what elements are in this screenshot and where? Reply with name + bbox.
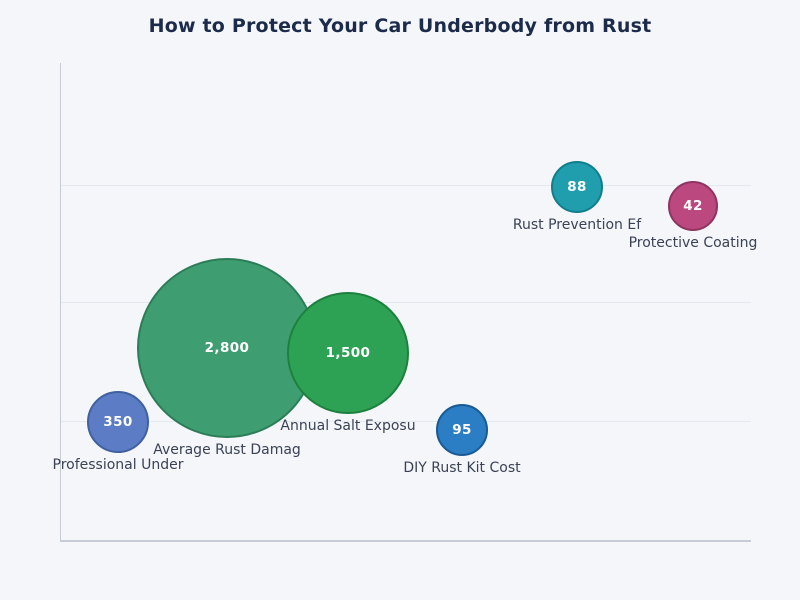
chart-title: How to Protect Your Car Underbody from R… — [148, 15, 652, 37]
y-axis-line — [60, 63, 61, 540]
bubble[interactable]: 42 — [668, 181, 718, 231]
bubble-value: 42 — [683, 198, 703, 214]
bubble-label: DIY Rust Kit Cost — [403, 460, 521, 476]
bubble-value: 88 — [567, 179, 587, 195]
gridline — [60, 421, 751, 422]
bubble[interactable]: 95 — [436, 404, 488, 456]
bubble-value: 1,500 — [325, 345, 371, 361]
gridline — [60, 185, 751, 186]
bubble[interactable]: 350 — [87, 391, 149, 453]
bubble[interactable]: 88 — [551, 161, 603, 213]
bubble-value: 350 — [103, 414, 133, 430]
bubble[interactable]: 1,500 — [287, 292, 409, 414]
bubble-label: Professional Under — [52, 457, 184, 473]
bubble-label: Average Rust Damag — [153, 442, 301, 458]
bubble-label: Rust Prevention Ef — [512, 217, 642, 233]
bubble-value: 2,800 — [204, 340, 250, 356]
bubble-label: Annual Salt Exposu — [280, 418, 416, 434]
x-axis-line — [60, 540, 751, 542]
bubble-label: Protective Coating — [628, 235, 758, 251]
gridline — [60, 302, 751, 303]
bubble-value: 95 — [452, 422, 472, 438]
